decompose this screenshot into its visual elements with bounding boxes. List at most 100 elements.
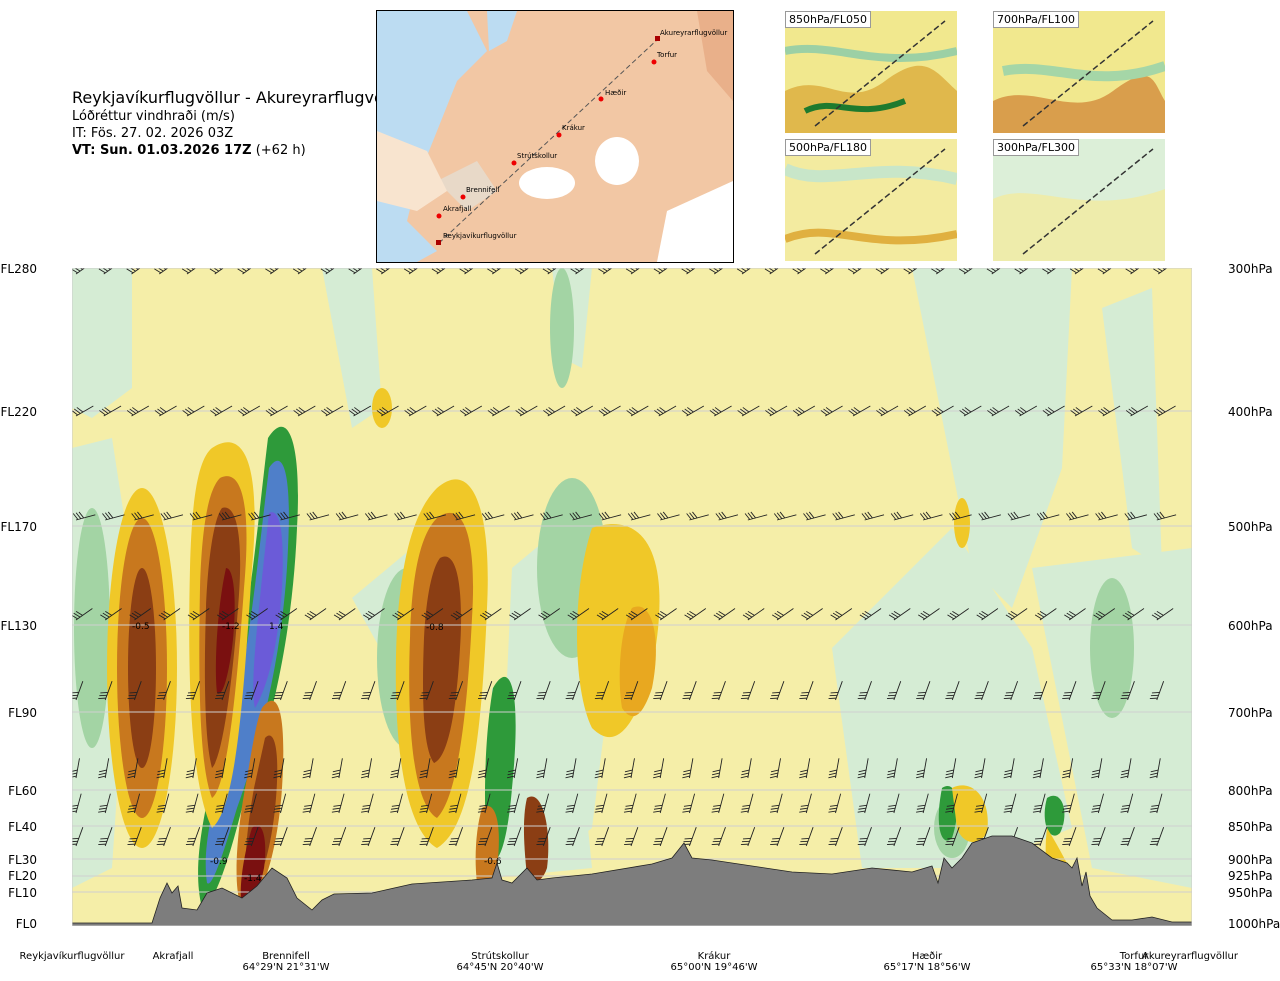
wind-barb <box>1062 827 1077 847</box>
y-tick-left: FL170 <box>0 520 38 534</box>
wind-barb <box>507 793 520 814</box>
map-label: Reykjavíkurflugvöllur <box>443 232 517 240</box>
level-panel-300: 300hPa/FL300 <box>993 139 1165 261</box>
wind-barb <box>1149 758 1161 779</box>
wind-barb <box>160 511 184 521</box>
wind-barb <box>1062 681 1077 701</box>
wind-barb <box>185 793 199 814</box>
wind-barb <box>737 405 760 417</box>
wind-barb <box>187 608 210 621</box>
wind-barb <box>72 758 80 779</box>
wind-barb <box>507 681 522 701</box>
y-tick-left: FL130 <box>0 619 38 633</box>
wind-barb <box>273 793 287 814</box>
wind-barb <box>653 681 668 701</box>
wind-barb <box>376 405 399 417</box>
wind-barb <box>711 681 726 701</box>
wind-barb <box>654 405 677 417</box>
annotation-label: -1.2 <box>222 622 240 632</box>
y-tick-right: 1000hPa <box>1228 917 1280 931</box>
wind-barb <box>210 405 233 417</box>
wind-barb <box>876 405 899 417</box>
wind-barb <box>216 608 239 621</box>
wind-barb <box>626 405 649 417</box>
y-tick-right: 925hPa <box>1228 869 1273 883</box>
y-tick-left: FL0 <box>15 917 37 931</box>
wind-barb <box>459 405 483 417</box>
wind-barb <box>481 511 505 521</box>
wind-barb <box>857 681 872 701</box>
wind-barb <box>857 827 872 847</box>
wind-barb <box>565 793 579 814</box>
wind-barb <box>127 758 139 779</box>
panel-label: 300hPa/FL300 <box>993 139 1080 156</box>
wind-barb <box>598 511 622 521</box>
annotation-label: -0.6 <box>484 857 502 867</box>
wind-barb <box>987 405 1010 417</box>
wind-barb <box>1091 793 1104 814</box>
wind-barb <box>265 405 288 417</box>
y-tick-right: 300hPa <box>1228 262 1273 276</box>
wind-barb <box>974 793 988 814</box>
wind-barb <box>419 827 434 847</box>
wind-barb <box>1003 681 1019 701</box>
valid-time: VT: Sun. 01.03.2026 17Z <box>72 143 252 158</box>
wind-barb <box>799 758 811 779</box>
wind-barb <box>127 827 142 847</box>
wind-barb <box>390 758 402 779</box>
y-tick-left: FL10 <box>8 886 37 900</box>
wind-barb <box>1093 608 1116 621</box>
level-panel-graphic <box>993 139 1165 261</box>
wind-barb <box>478 827 493 847</box>
route-map-graphic: Akureyrarflugvöllur Torfur Hæðir Krákur … <box>377 11 733 262</box>
wind-barb <box>189 511 213 521</box>
wind-barb <box>598 405 621 417</box>
wind-barb <box>657 511 680 521</box>
waypoint-label: Torfur 65°33'N 18°07'W <box>1090 951 1178 973</box>
wind-barb <box>182 405 205 417</box>
y-tick-right: 400hPa <box>1228 405 1273 419</box>
wind-barb <box>945 827 960 847</box>
map-marker <box>598 96 604 102</box>
wind-barb <box>102 511 125 521</box>
map-label: Strútskollur <box>517 152 557 160</box>
wind-barb <box>1153 405 1176 417</box>
wind-barb <box>1120 793 1134 814</box>
wind-barb <box>1098 405 1121 417</box>
wind-barb <box>1007 511 1031 521</box>
wind-barb <box>594 758 606 779</box>
wind-barb <box>1032 758 1044 779</box>
wind-barb <box>1120 827 1135 847</box>
wind-barb <box>1153 511 1177 521</box>
wind-barb <box>820 405 843 417</box>
wind-barb <box>273 758 285 779</box>
wind-barb <box>306 511 330 521</box>
wind-barb <box>419 758 431 779</box>
wind-barb <box>978 511 1001 521</box>
wind-barb <box>479 608 502 621</box>
y-tick-left: FL280 <box>0 262 38 276</box>
wind-barb <box>185 681 201 701</box>
wind-barb <box>1122 608 1145 621</box>
wind-barb <box>623 758 635 779</box>
wind-barb <box>273 681 288 701</box>
y-tick-left: FL60 <box>8 784 37 798</box>
wind-barb <box>293 405 316 417</box>
wind-barb <box>156 758 168 779</box>
wind-barb <box>1033 681 1048 701</box>
wind-barb <box>536 758 548 779</box>
y-tick-left: FL30 <box>8 853 37 867</box>
wind-barb <box>506 758 519 779</box>
wind-barb <box>1091 681 1106 701</box>
wind-barb <box>945 681 960 701</box>
wind-barb <box>361 681 376 701</box>
waypoint-label: Krákur 65°00'N 19°46'W <box>670 951 758 973</box>
wind-barb <box>1042 405 1065 417</box>
wind-barb <box>828 758 840 779</box>
wind-barb <box>423 511 446 521</box>
y-tick-left: FL90 <box>8 706 37 720</box>
waypoint-label: Strútskollur 64°45'N 20°40'W <box>456 951 544 973</box>
wind-barb <box>72 511 96 521</box>
wind-barb <box>886 793 900 814</box>
variable-label: Lóðréttur vindhraði (m/s) <box>72 109 235 124</box>
